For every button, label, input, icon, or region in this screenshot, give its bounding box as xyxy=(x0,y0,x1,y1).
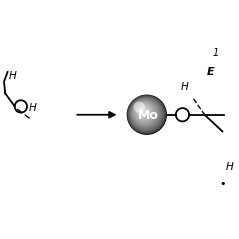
Text: H: H xyxy=(181,82,189,92)
Circle shape xyxy=(139,107,147,115)
Circle shape xyxy=(140,108,145,113)
Circle shape xyxy=(134,101,145,113)
Circle shape xyxy=(134,102,155,123)
Circle shape xyxy=(127,95,167,135)
Circle shape xyxy=(137,105,150,118)
Circle shape xyxy=(131,99,159,127)
Circle shape xyxy=(127,95,166,134)
Text: H: H xyxy=(226,162,234,172)
Circle shape xyxy=(129,97,164,132)
Circle shape xyxy=(141,109,143,111)
Circle shape xyxy=(138,106,148,116)
Circle shape xyxy=(135,103,154,121)
Circle shape xyxy=(130,98,161,129)
Circle shape xyxy=(141,109,143,111)
Circle shape xyxy=(140,108,144,112)
Circle shape xyxy=(132,100,158,126)
Circle shape xyxy=(137,105,149,117)
Circle shape xyxy=(136,104,151,119)
Text: H: H xyxy=(9,71,16,81)
Text: •: • xyxy=(220,179,226,189)
Text: 1: 1 xyxy=(213,48,219,58)
Text: E: E xyxy=(207,67,215,77)
Circle shape xyxy=(128,96,164,132)
Circle shape xyxy=(136,104,152,120)
Circle shape xyxy=(131,99,160,128)
Circle shape xyxy=(138,106,148,116)
Circle shape xyxy=(133,101,156,124)
Circle shape xyxy=(134,102,154,122)
Circle shape xyxy=(133,101,157,125)
Circle shape xyxy=(132,100,159,126)
Circle shape xyxy=(139,107,146,114)
Circle shape xyxy=(130,98,162,130)
Text: H: H xyxy=(28,103,36,113)
Circle shape xyxy=(128,96,165,133)
Text: Mo: Mo xyxy=(138,109,158,122)
Circle shape xyxy=(129,97,163,131)
Circle shape xyxy=(135,103,153,121)
